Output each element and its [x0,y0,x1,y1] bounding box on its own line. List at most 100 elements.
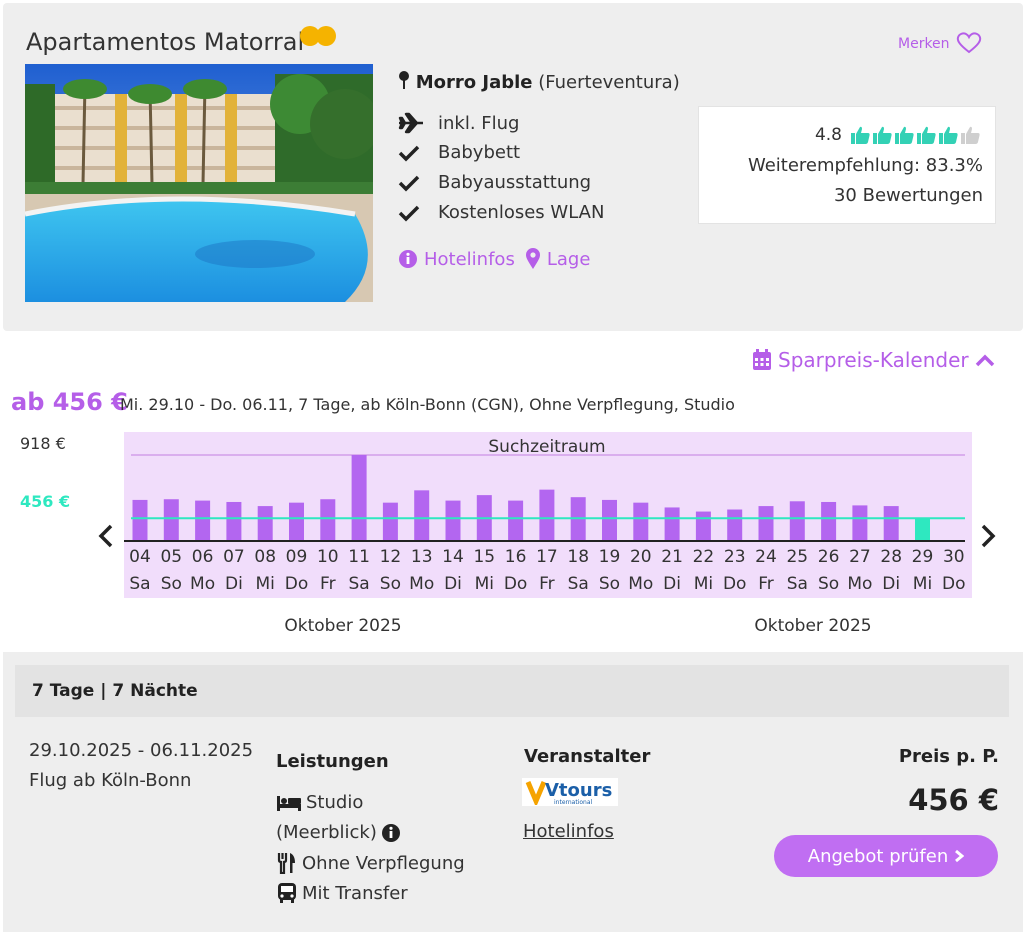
thumb-up-filled-icon [895,126,914,144]
day-number-label[interactable]: 10 [317,547,339,567]
operator-logo-subtext: international [554,799,593,805]
day-number-label[interactable]: 19 [599,547,621,567]
check-icon [398,175,420,191]
price-bar[interactable] [163,499,179,541]
price-bar[interactable] [883,506,899,541]
price-bar[interactable] [257,506,273,541]
rating-thumbs [850,125,981,145]
day-number-label[interactable]: 30 [943,547,965,567]
day-number-label[interactable]: 08 [254,547,276,567]
hotel-title[interactable]: Apartamentos Matorral [26,26,337,56]
rating-box[interactable]: 4.8 Weiterempfehlung: 83.3% 30 Bewertung… [698,106,996,224]
location-link[interactable]: Lage [525,248,590,270]
price-bar[interactable] [727,509,743,541]
hotel-name[interactable]: Apartamentos Matorral [26,28,305,56]
day-number-label[interactable]: 09 [286,547,308,567]
day-number-label[interactable]: 21 [661,547,683,567]
day-labels: 04 Sa 05 So 06 Mo 07 Di 08 Mi 09 Do 10 Fr 11 Sa 12 So 13 Mo… [129,547,965,594]
weekday-label: Sa [787,574,808,594]
day-number-label[interactable]: 28 [880,547,902,567]
price-bar[interactable] [289,502,304,541]
price-bar[interactable] [695,511,711,541]
hotel-photo[interactable] [25,64,373,302]
price-bar[interactable] [633,502,649,541]
price-bar[interactable] [132,499,148,541]
price-bar[interactable] [539,489,555,541]
location-region: (Fuerteventura) [538,72,680,93]
price-bars [132,455,930,541]
thumb-up-filled-icon [851,126,870,144]
info-icon [399,250,417,268]
room-detail: (Meerblick) [276,822,377,843]
day-number-label[interactable]: 13 [411,547,433,567]
operator-hotelinfo-link[interactable]: Hotelinfos [523,821,614,842]
save-label: Merken [898,36,950,52]
price-bar[interactable] [414,490,430,541]
chevron-up-icon [975,354,994,367]
day-number-label[interactable]: 04 [129,547,151,567]
weekday-label: Mi [913,574,932,594]
day-number-label[interactable]: 06 [192,547,214,567]
price-calendar-toggle[interactable]: Sparpreis-Kalender [752,348,995,372]
price-bar[interactable] [789,501,805,541]
hotel-location: Morro Jable (Fuerteventura) [398,70,680,93]
day-number-label[interactable]: 07 [223,547,245,567]
price-bar[interactable] [351,455,367,541]
day-number-label[interactable]: 23 [724,547,746,567]
day-number-label[interactable]: 12 [380,547,402,567]
weekday-label: Mi [694,574,713,594]
price-bar[interactable] [852,505,868,541]
weekday-label: So [599,574,620,594]
price-bar[interactable] [758,506,774,541]
day-number-label[interactable]: 24 [755,547,777,567]
chevron-left-icon[interactable] [96,523,116,549]
price-bar[interactable] [445,500,461,541]
weekday-label: Mo [409,574,434,594]
weekday-label: So [380,574,401,594]
info-icon[interactable] [381,823,401,843]
check-offer-label: Angebot prüfen [807,845,949,867]
price-details: Mi. 29.10 - Do. 06.11, 7 Tage, ab Köln-B… [120,395,735,414]
day-number-label[interactable]: 25 [786,547,808,567]
day-number-label[interactable]: 14 [442,547,464,567]
price-bar[interactable] [226,501,242,541]
transfer-info: Mit Transfer [302,882,408,904]
chevron-right-icon[interactable] [978,523,998,549]
day-number-label[interactable]: 11 [348,547,370,567]
feature-wifi: Kostenloses WLAN [398,202,604,223]
check-offer-button[interactable]: Angebot prüfen [774,835,998,877]
hotel-photo-illustration [25,64,373,302]
price-bar[interactable] [320,499,336,541]
day-number-label[interactable]: 27 [849,547,871,567]
price-bar[interactable] [664,507,680,541]
chevron-right-icon [955,849,965,863]
day-number-label[interactable]: 16 [505,547,527,567]
day-number-label[interactable]: 17 [536,547,558,567]
price-bar-selected[interactable] [915,518,930,541]
day-number-label[interactable]: 26 [818,547,840,567]
day-number-label[interactable]: 20 [630,547,652,567]
save-button[interactable]: Merken [898,32,982,54]
price-from: ab 456 € [11,388,128,416]
day-number-label[interactable]: 05 [160,547,182,567]
room-type: Studio [306,792,364,813]
hotelinfo-link[interactable]: Hotelinfos [398,249,515,270]
day-number-label[interactable]: 15 [473,547,495,567]
day-number-label[interactable]: 22 [693,547,715,567]
feature-flight: inkl. Flug [398,112,519,134]
feature-baby-equipment: Babyausstattung [398,172,591,193]
day-number-label[interactable]: 18 [567,547,589,567]
price-bar[interactable] [821,501,837,541]
feature-label: Babybett [438,142,521,163]
weekday-label: Di [882,574,900,594]
price-bar[interactable] [195,500,211,541]
offer-price: 456 € [908,783,999,817]
day-number-label[interactable]: 29 [912,547,934,567]
price-bar[interactable] [382,502,398,541]
max-price-label: 918 € [20,434,66,453]
bus-icon [278,883,296,903]
search-range-label: Suchzeitraum [488,437,605,457]
price-bar[interactable] [508,500,524,541]
weekday-label: Fr [758,574,774,594]
price-bar[interactable] [602,499,617,541]
